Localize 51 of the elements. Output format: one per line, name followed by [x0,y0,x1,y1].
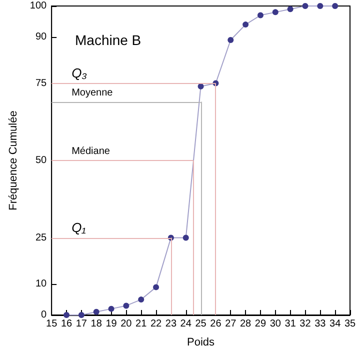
x-tick-label: 32 [300,318,312,330]
y-tick-label: 100 [30,0,48,12]
point [287,6,294,12]
y-axis-title: Fréquence Cumulée [8,110,20,210]
x-tick-label: 28 [240,318,252,330]
y-tick-label: 0 [41,310,48,320]
x-tick-label: 27 [225,318,237,330]
x-tick-label: 29 [254,318,266,330]
point [257,12,264,18]
point [123,302,130,309]
x-tick-label: 35 [344,318,356,330]
x-tick-label: 26 [210,318,222,330]
x-tick-label: 19 [106,318,118,330]
y-tick-label: 10 [35,278,48,290]
x-tick-label: 22 [150,318,162,330]
y-tick-label: 25 [35,232,48,244]
y-tick-label: 75 [35,78,48,89]
x-tick-label: 25 [195,318,207,330]
point [93,308,100,315]
point [138,296,144,303]
x-tick-label: 33 [314,318,326,330]
x-tick-label: 20 [120,318,132,330]
ref-line-label: Q₃ [72,65,87,80]
y-tick-label: 50 [35,155,48,166]
point [302,3,308,9]
x-tick-label: 34 [330,318,342,330]
point [153,284,160,290]
point [64,312,70,318]
point [272,9,278,16]
point [317,3,324,9]
x-tick-label: 31 [284,318,296,330]
x-tick-label: 18 [90,318,102,330]
x-tick-label: 16 [60,318,73,330]
y-tick-label: 90 [35,31,48,42]
x-tick-label: 23 [165,318,177,330]
text: Machine B [75,32,142,48]
point [332,3,338,9]
x-tick-label: 21 [136,318,148,330]
x-axis-title: Poids [187,336,216,348]
ref-line-label: Moyenne [72,87,114,98]
ref-line-label: Q₁ [72,220,86,235]
point [228,36,234,43]
point [108,306,114,312]
point [78,312,84,318]
x-tick-label: 30 [270,318,282,330]
x-tick-label: 24 [180,318,192,330]
x-tick-label: 15 [46,318,58,330]
ref-line-label: Médiane [72,146,110,157]
point [182,234,189,241]
point [242,22,249,28]
x-tick-label: 17 [76,318,88,330]
